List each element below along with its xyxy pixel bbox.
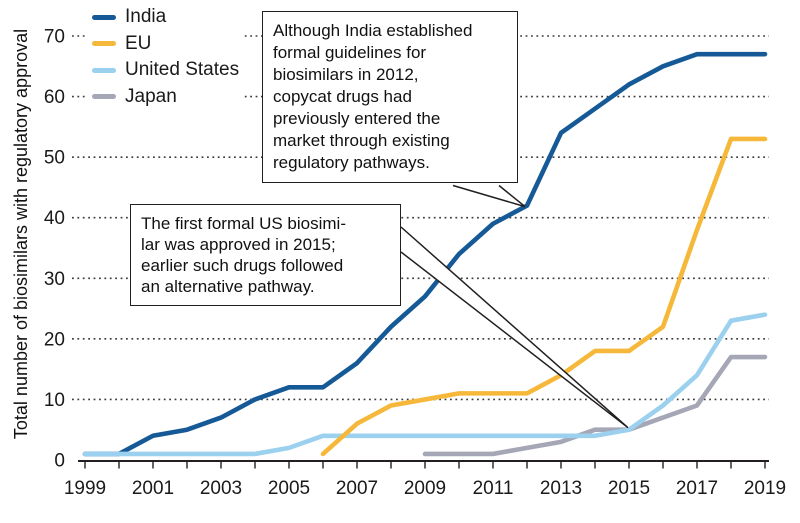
legend-item-japan: Japan xyxy=(86,84,244,111)
x-tick-label-2001: 2001 xyxy=(132,478,174,499)
legend-label-japan: Japan xyxy=(125,85,177,107)
annotation-us-2015: The first formal US biosimi- lar was app… xyxy=(130,204,401,306)
line-japan xyxy=(422,354,768,457)
x-tick-label-1999: 1999 xyxy=(64,478,106,499)
y-axis-title: Total number of biosimilars with regulat… xyxy=(11,28,31,440)
y-tick-label-40: 40 xyxy=(44,208,65,229)
united-states-line-swatch-icon xyxy=(92,67,116,73)
eu-line-swatch-icon xyxy=(92,41,116,47)
line-united-states xyxy=(82,312,768,457)
y-tick-label-0: 0 xyxy=(54,451,65,472)
x-tick-label-2009: 2009 xyxy=(404,478,446,499)
legend: India EU United States Japan xyxy=(86,4,244,110)
x-tick-label-2005: 2005 xyxy=(268,478,310,499)
y-tick-label-50: 50 xyxy=(44,148,65,169)
legend-label-eu: EU xyxy=(125,32,152,54)
legend-item-india: India xyxy=(86,4,244,31)
x-tick-label-2019: 2019 xyxy=(744,478,786,499)
japan-line-swatch-icon xyxy=(92,94,116,100)
x-tick-label-2017: 2017 xyxy=(676,478,718,499)
x-tick-label-2007: 2007 xyxy=(336,478,378,499)
x-tick-label-2011: 2011 xyxy=(473,478,514,499)
y-tick-label-60: 60 xyxy=(44,87,65,108)
y-tick-label-30: 30 xyxy=(44,269,65,290)
y-tick-label-70: 70 xyxy=(44,27,65,48)
annotation-india-2012: Although India established formal guidel… xyxy=(262,11,518,183)
y-tick-label-20: 20 xyxy=(44,329,65,350)
legend-label-united-states: United States xyxy=(125,59,240,81)
y-tick-label-10: 10 xyxy=(44,390,65,411)
x-tick-label-2003: 2003 xyxy=(200,478,242,499)
x-tick-label-2015: 2015 xyxy=(608,478,650,499)
legend-item-eu: EU xyxy=(86,31,244,58)
x-tick-label-2013: 2013 xyxy=(540,478,582,499)
india-line-swatch-icon xyxy=(92,14,116,20)
legend-item-united-states: United States xyxy=(86,57,244,84)
legend-label-india: India xyxy=(125,6,167,28)
